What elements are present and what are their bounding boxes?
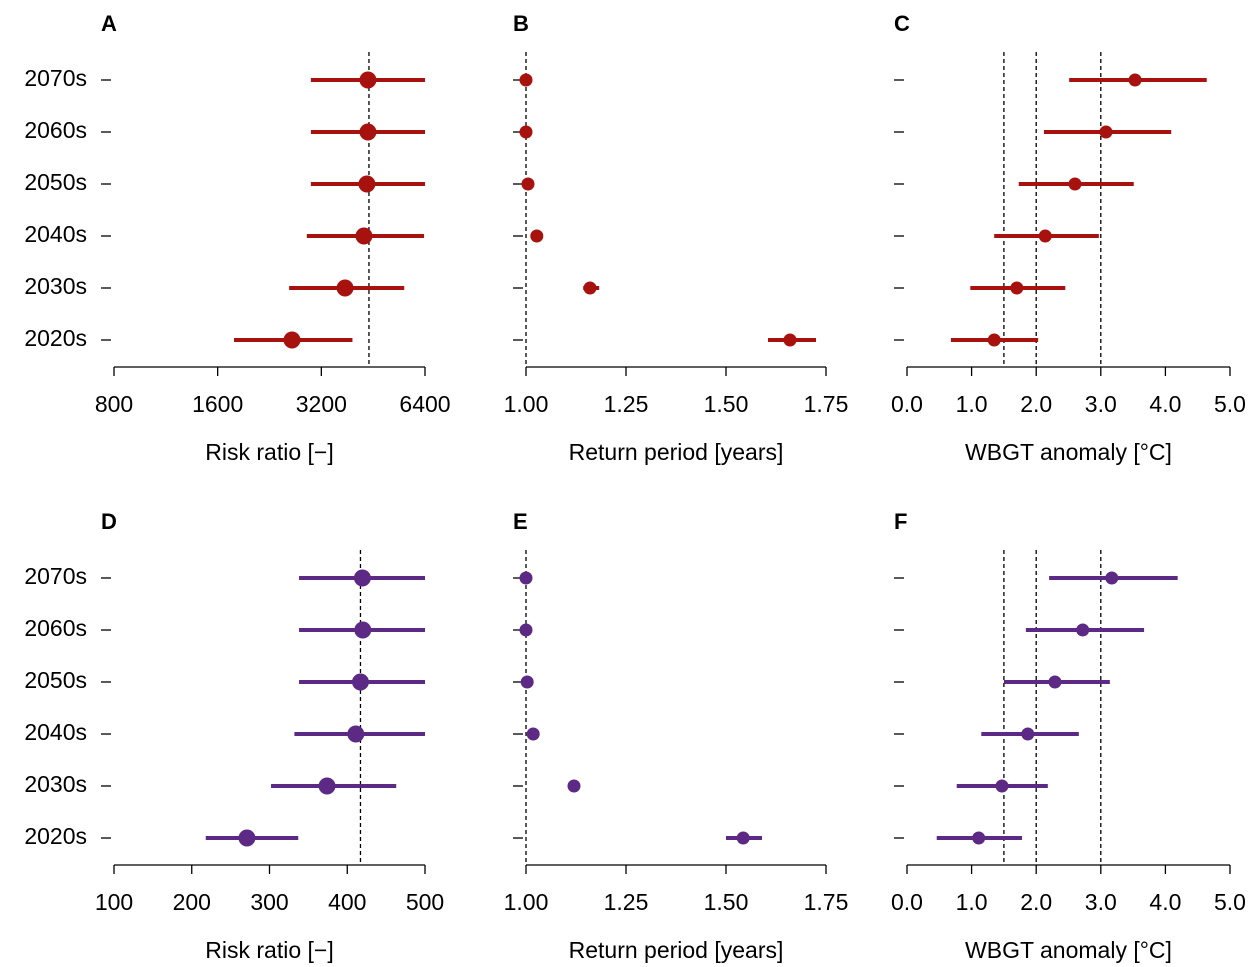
x-tick-label: 1.75: [804, 391, 849, 417]
x-tick-label: 3200: [296, 391, 347, 417]
point: [1048, 675, 1062, 689]
y-tick-label: 2030s: [24, 273, 87, 299]
x-tick-label: 1.00: [504, 391, 549, 417]
y-tick-label: 2020s: [24, 823, 87, 849]
x-tick-label: 1.00: [504, 889, 549, 915]
point: [1068, 177, 1082, 191]
point: [318, 777, 336, 795]
x-axis-label: WBGT anomaly [°C]: [965, 439, 1172, 465]
x-tick-label: 6400: [399, 391, 450, 417]
point: [353, 569, 371, 587]
point: [355, 227, 373, 245]
x-axis-label: Risk ratio [−]: [205, 937, 333, 963]
y-tick-label: 2050s: [24, 169, 87, 195]
point: [1128, 73, 1142, 87]
panel-label: F: [894, 509, 907, 534]
x-tick-label: 0.0: [891, 391, 923, 417]
x-tick-label: 0.0: [891, 889, 923, 915]
point: [519, 571, 533, 585]
point: [520, 675, 534, 689]
x-axis-label: Return period [years]: [569, 937, 784, 963]
point: [521, 177, 535, 191]
point: [783, 333, 797, 347]
point: [972, 831, 986, 845]
x-tick-label: 4.0: [1149, 889, 1181, 915]
point: [359, 71, 377, 89]
x-tick-label: 1.25: [604, 391, 649, 417]
panel-label: E: [513, 509, 528, 534]
panel-label: A: [101, 11, 117, 36]
x-tick-label: 200: [173, 889, 211, 915]
x-tick-label: 2.0: [1020, 889, 1052, 915]
y-tick-label: 2020s: [24, 325, 87, 351]
x-tick-label: 100: [95, 889, 133, 915]
x-tick-label: 5.0: [1214, 391, 1246, 417]
point: [987, 333, 1001, 347]
x-tick-label: 1600: [192, 391, 243, 417]
x-tick-label: 2.0: [1020, 391, 1052, 417]
x-tick-label: 1.25: [604, 889, 649, 915]
x-axis-label: WBGT anomaly [°C]: [965, 937, 1172, 963]
x-tick-label: 1.50: [704, 889, 749, 915]
point: [336, 279, 354, 297]
y-tick-label: 2070s: [24, 65, 87, 91]
point: [1010, 281, 1024, 295]
y-tick-label: 2030s: [24, 771, 87, 797]
x-axis-label: Risk ratio [−]: [205, 439, 333, 465]
point: [519, 623, 533, 637]
x-tick-label: 400: [328, 889, 366, 915]
point: [359, 123, 377, 141]
x-tick-label: 3.0: [1085, 391, 1117, 417]
panel-label: C: [894, 11, 910, 36]
point: [1105, 571, 1119, 585]
point: [1099, 125, 1113, 139]
point: [995, 779, 1009, 793]
x-tick-label: 300: [250, 889, 288, 915]
point: [519, 125, 533, 139]
point: [354, 621, 372, 639]
point: [351, 673, 369, 691]
point: [519, 73, 533, 87]
x-tick-label: 5.0: [1214, 889, 1246, 915]
point: [567, 779, 581, 793]
y-tick-label: 2040s: [24, 221, 87, 247]
point: [526, 727, 540, 741]
x-tick-label: 500: [406, 889, 444, 915]
x-tick-label: 3.0: [1085, 889, 1117, 915]
point: [583, 281, 597, 295]
point: [347, 725, 365, 743]
y-tick-label: 2060s: [24, 117, 87, 143]
x-tick-label: 4.0: [1149, 391, 1181, 417]
x-tick-label: 800: [95, 391, 133, 417]
x-tick-label: 1.0: [956, 391, 988, 417]
point: [238, 829, 256, 847]
point: [1038, 229, 1052, 243]
point: [736, 831, 750, 845]
point: [530, 229, 544, 243]
y-tick-label: 2070s: [24, 563, 87, 589]
point: [358, 175, 376, 193]
x-tick-label: 1.0: [956, 889, 988, 915]
y-tick-label: 2050s: [24, 667, 87, 693]
x-tick-label: 1.75: [804, 889, 849, 915]
x-tick-label: 1.50: [704, 391, 749, 417]
y-tick-label: 2040s: [24, 719, 87, 745]
y-tick-label: 2060s: [24, 615, 87, 641]
panel-label: B: [513, 11, 529, 36]
point: [283, 331, 301, 349]
x-axis-label: Return period [years]: [569, 439, 784, 465]
point: [1076, 623, 1090, 637]
panel-label: D: [101, 509, 117, 534]
point: [1021, 727, 1035, 741]
